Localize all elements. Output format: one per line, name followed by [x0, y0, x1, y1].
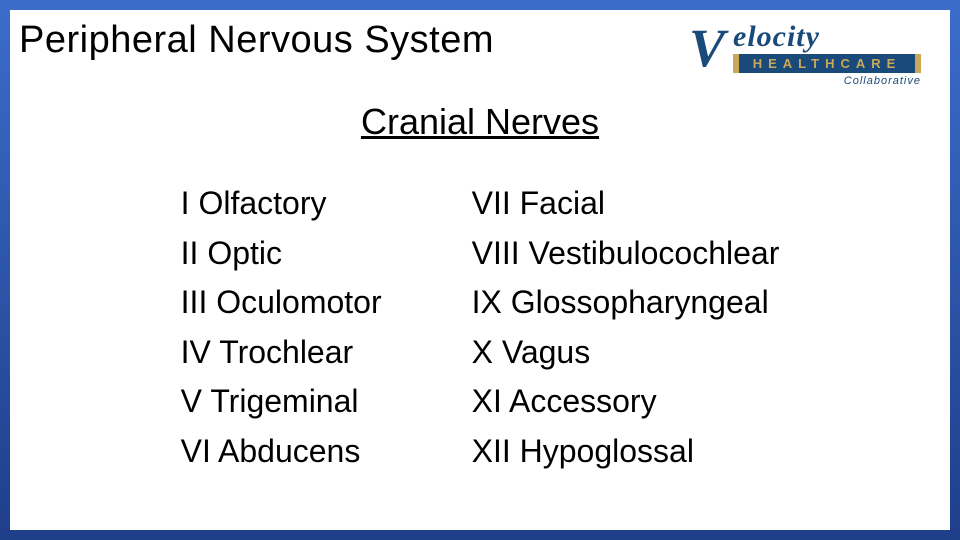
logo-bar-text: HEALTHCARE: [739, 56, 915, 71]
logo-text-block: elocity HEALTHCARE Collaborative: [733, 23, 921, 87]
list-item: IX Glossopharyngeal: [472, 278, 780, 328]
logo-subtext: Collaborative: [733, 75, 921, 87]
slide-frame: Peripheral Nervous System V elocity HEAL…: [0, 0, 960, 540]
list-item: VI Abducens: [181, 427, 382, 477]
logo-bar-edge-left: [733, 54, 739, 73]
content-columns: I Olfactory II Optic III Oculomotor IV T…: [13, 179, 947, 477]
column-right: VII Facial VIII Vestibulocochlear IX Glo…: [472, 179, 780, 477]
list-item: II Optic: [181, 229, 382, 279]
logo-word: elocity: [733, 23, 921, 50]
list-item: I Olfactory: [181, 179, 382, 229]
logo-letter: V: [689, 21, 725, 75]
slide-inner: Peripheral Nervous System V elocity HEAL…: [10, 10, 950, 530]
subtitle: Cranial Nerves: [13, 101, 947, 143]
logo: V elocity HEALTHCARE Collaborative: [685, 23, 935, 83]
list-item: XII Hypoglossal: [472, 427, 780, 477]
list-item: VIII Vestibulocochlear: [472, 229, 780, 279]
list-item: VII Facial: [472, 179, 780, 229]
list-item: III Oculomotor: [181, 278, 382, 328]
page-title: Peripheral Nervous System: [19, 19, 494, 62]
list-item: V Trigeminal: [181, 377, 382, 427]
list-item: XI Accessory: [472, 377, 780, 427]
column-left: I Olfactory II Optic III Oculomotor IV T…: [181, 179, 382, 477]
list-item: X Vagus: [472, 328, 780, 378]
header: Peripheral Nervous System V elocity HEAL…: [13, 13, 947, 83]
list-item: IV Trochlear: [181, 328, 382, 378]
logo-bar: HEALTHCARE: [733, 54, 921, 73]
logo-bar-edge-right: [915, 54, 921, 73]
